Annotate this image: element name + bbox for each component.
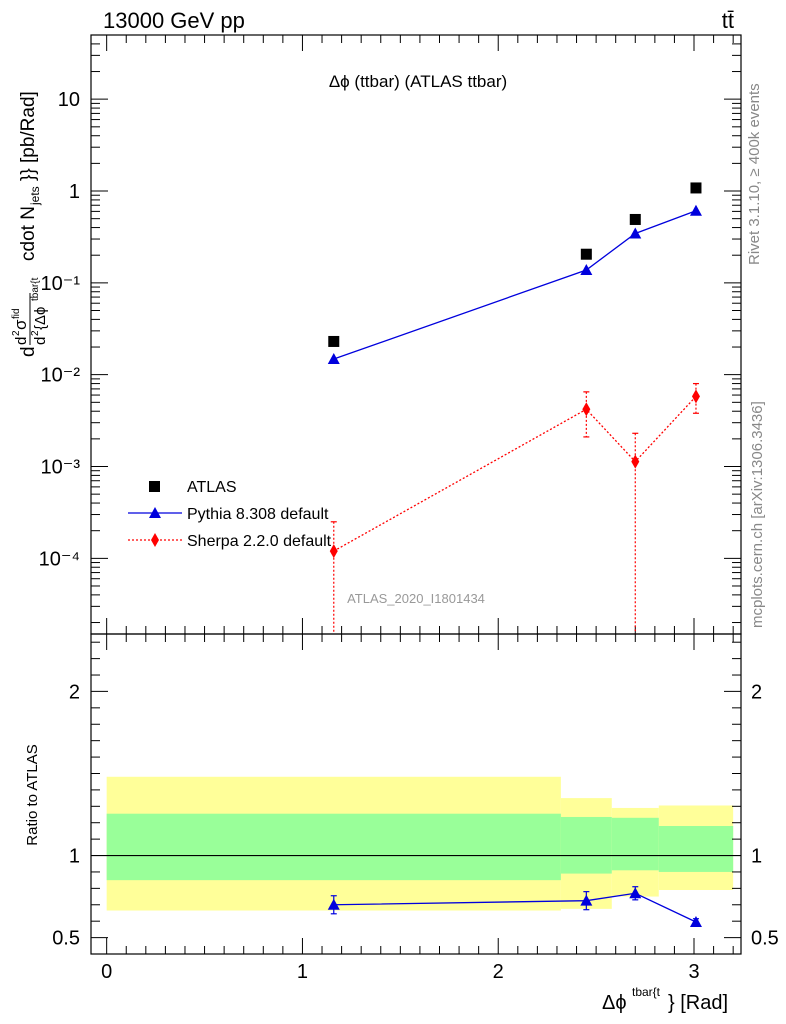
svg-text:} [Rad]: } [Rad] [668,992,728,1014]
svg-text:2: 2 [30,330,41,336]
x-tick-label: 0 [101,961,112,983]
ratio-point-pythia [327,898,340,910]
data-point-sherpa [329,544,338,559]
uncertainty-band-stat [658,826,734,872]
legend-entry-pythia: Pythia 8.308 default [128,506,329,523]
mcplots-citation-label: mcplots.cern.ch [arXiv:1306.3436] [749,401,766,628]
main-y-tick-labels: 10 1 10⁻¹ 10⁻² 10⁻³ 10⁻⁴ [39,89,81,570]
legend-marker-sherpa [151,533,159,547]
x-tick-label: 3 [688,961,699,983]
legend-entry-atlas: ATLAS [149,479,237,496]
legend-entry-sherpa: Sherpa 2.2.0 default [128,533,332,550]
data-point-sherpa [582,402,591,417]
svg-text:tbar{t: tbar{t [30,277,41,301]
ratio-point-pythia [629,887,642,899]
svg-text:σ: σ [11,319,30,330]
ratio-tick-labels: 0.5 0.5 1 1 2 2 0 1 2 3 [52,681,779,983]
data-point-pythia [689,204,702,216]
svg-text:{Δϕ: {Δϕ [32,307,49,330]
series-line-sherpa [333,395,697,552]
main-plot-title: Δϕ (ttbar) (ATLAS ttbar) [329,72,507,91]
ratio-y-axis-label: Ratio to ATLAS [24,744,41,845]
ratio-y-tick-label-right: 1 [751,846,762,868]
y-tick-label: 10⁻⁴ [39,548,80,570]
uncertainty-band-stat [560,816,612,874]
ratio-panel: 0.5 0.5 1 1 2 2 0 1 2 3 Ratio to ATLAS Δϕ tbar{t … [24,633,779,1014]
svg-text:d: d [18,346,39,357]
svg-text:tbar{t: tbar{t [632,985,661,999]
uncertainty-band-stat [106,813,561,881]
data-point-pythia [629,227,642,239]
ratio-data-layer [327,886,702,927]
y-tick-label: 10 [58,89,80,111]
header-energy-label: 13000 GeV pp [103,8,245,33]
ratio-line-pythia [333,892,697,923]
data-point-pythia [327,353,340,365]
svg-text:d: d [32,337,49,345]
analysis-watermark: ATLAS_2020_I1801434 [347,591,485,606]
data-point-atlas [690,182,702,194]
svg-text:jets: jets [28,186,42,206]
data-point-atlas [328,335,340,347]
ratio-point-pythia [580,894,593,906]
y-tick-label: 10⁻³ [41,457,81,479]
y-tick-label: 10⁻¹ [41,273,81,295]
svg-text:}} [pb/Rad]: }} [pb/Rad] [18,91,39,181]
svg-text:2: 2 [11,330,22,336]
rivet-version-label: Rivet 3.1.10, ≥ 400k events [746,83,763,265]
ratio-frame [90,633,742,955]
header-process-label: tt̄ [722,8,734,33]
main-y-axis-label: d d 2 σ fid d 2 {Δϕ tbar{t cdot N jets }… [11,91,49,357]
x-tick-label: 1 [297,961,308,983]
legend-label-sherpa: Sherpa 2.2.0 default [187,533,332,550]
svg-text:cdot N: cdot N [18,206,39,261]
y-tick-label: 1 [69,181,80,203]
ratio-y-tick-label-left: 0.5 [52,928,80,950]
svg-text:Δϕ: Δϕ [602,992,627,1014]
legend-label-pythia: Pythia 8.308 default [187,506,329,523]
series-line-pythia [333,210,697,360]
ratio-point-pythia [689,916,702,927]
y-tick-label: 10⁻² [41,365,81,387]
x-axis-label: Δϕ tbar{t } [Rad] [602,985,728,1014]
ratio-y-tick-label-left: 1 [69,846,80,868]
main-axis-ticks [91,34,741,634]
ratio-y-tick-label-right: 2 [751,681,762,703]
main-panel: 10 1 10⁻¹ 10⁻² 10⁻³ 10⁻⁴ Δϕ (ttbar) (ATLAS tt… [11,34,742,635]
ratio-y-tick-label-left: 2 [69,681,80,703]
x-tick-label: 2 [493,961,504,983]
legend-marker-atlas [149,481,160,492]
legend-label-atlas: ATLAS [187,479,237,496]
uncertainty-band-stat [611,817,659,871]
legend: ATLAS Pythia 8.308 default Sherpa 2.2.0 … [128,479,332,550]
svg-text:fid: fid [11,308,22,319]
data-point-atlas [580,248,592,260]
svg-text:d: d [13,337,30,345]
data-point-sherpa [691,389,700,404]
ratio-uncertainty-bands [91,776,741,911]
legend-marker-pythia [149,507,161,518]
data-point-atlas [629,213,641,225]
data-point-pythia [580,264,593,276]
main-data-layer [327,182,702,634]
ratio-y-tick-label-right: 0.5 [751,928,779,950]
data-point-sherpa [631,454,640,469]
